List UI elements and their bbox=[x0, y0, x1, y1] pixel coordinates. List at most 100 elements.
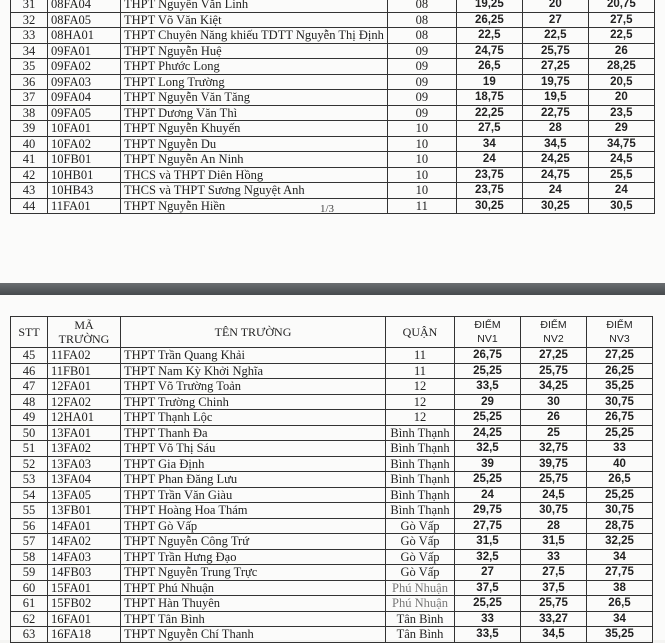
score-nv2-cell: 25,75 bbox=[520, 362, 587, 379]
score-nv2-cell: 39,75 bbox=[520, 455, 587, 472]
school-name-cell: THPT Chuyên Năng khiếu TDTT Nguyễn Thị Đ… bbox=[120, 27, 388, 44]
table-row: 46 11FB01 THPT Nam Kỳ Khởi Nghĩa 11 25,25 25,… bbox=[10, 362, 653, 379]
table-row: 42 10HB01 THCS và THPT Diên Hồng 10 23,75 24,… bbox=[10, 166, 655, 183]
district-cell: Bình Thạnh bbox=[385, 440, 455, 457]
table-row: 57 14FA02 THPT Nguyễn Công Trứ Gò Vấp 31,5 31… bbox=[10, 533, 653, 550]
stt-cell: 34 bbox=[10, 42, 48, 59]
school-code-cell: 14FA03 bbox=[47, 548, 121, 565]
stt-cell: 37 bbox=[10, 89, 48, 106]
district-cell: Gò Vấp bbox=[385, 564, 455, 581]
stt-cell: 50 bbox=[10, 424, 48, 441]
school-code-cell: 09FA02 bbox=[47, 58, 121, 75]
stt-cell: 35 bbox=[10, 58, 48, 75]
school-code-cell: 12HA01 bbox=[47, 409, 121, 426]
score-nv2-cell: 25,75 bbox=[520, 471, 587, 488]
score-nv3-cell: 26,5 bbox=[586, 595, 653, 612]
school-name-cell: THPT Nguyễn Công Trứ bbox=[120, 533, 386, 550]
school-code-cell: 13FA05 bbox=[47, 486, 121, 503]
score-nv2-cell: 24,5 bbox=[520, 486, 587, 503]
score-nv3-cell: 34 bbox=[586, 610, 653, 627]
stt-cell: 49 bbox=[10, 409, 48, 426]
score-nv2-cell: 22,5 bbox=[521, 27, 589, 44]
school-code-cell: 11FA02 bbox=[47, 347, 121, 364]
school-code-cell: 15FA01 bbox=[47, 579, 121, 596]
school-code-cell: 09FA04 bbox=[47, 89, 121, 106]
district-cell: 11 bbox=[386, 197, 457, 214]
score-nv1-cell: 24,25 bbox=[454, 424, 521, 441]
school-code-cell: 14FA01 bbox=[47, 517, 121, 534]
score-nv2-cell: 27,25 bbox=[521, 58, 589, 75]
score-nv1-cell: 37,5 bbox=[454, 579, 521, 596]
table-row: 32 08FA05 THPT Võ Văn Kiệt 08 26,25 27 27,5 bbox=[10, 11, 655, 28]
school-name-cell: THPT Võ Văn Kiệt bbox=[120, 11, 388, 28]
score-nv1-cell: 19 bbox=[455, 73, 523, 90]
stt-cell: 33 bbox=[10, 27, 48, 44]
table-header-row: STT MÃ TRƯỜNG TÊN TRƯỜNG QUẬN ĐIỂM NV1 ĐIỂ… bbox=[10, 316, 653, 348]
score-nv2-cell: 31,5 bbox=[520, 533, 587, 550]
score-nv2-cell: 22,75 bbox=[521, 104, 589, 121]
score-nv3-cell: 40 bbox=[586, 455, 653, 472]
school-code-cell: 11FB01 bbox=[47, 362, 121, 379]
score-nv3-cell: 25,25 bbox=[586, 424, 653, 441]
school-name-cell: THPT Dương Văn Thì bbox=[120, 104, 388, 121]
score-nv2-cell: 33 bbox=[520, 548, 587, 565]
school-code-cell: 11FA01 bbox=[47, 197, 121, 214]
school-name-cell: THPT Võ Trường Toản bbox=[120, 378, 386, 395]
score-nv2-cell: 19,75 bbox=[521, 73, 589, 90]
header-school-code: MÃ TRƯỜNG bbox=[47, 316, 121, 348]
score-nv3-cell: 24 bbox=[587, 182, 655, 199]
school-code-cell: 13FB01 bbox=[47, 502, 121, 519]
score-nv1-cell: 24 bbox=[455, 151, 523, 168]
table-row: 51 13FA02 THPT Võ Thị Sáu Bình Thạnh 32,5 32,… bbox=[10, 440, 653, 457]
school-name-cell: THPT Trần Văn Giàu bbox=[120, 486, 386, 503]
school-code-cell: 10FA02 bbox=[47, 135, 121, 152]
score-nv1-cell: 18,75 bbox=[455, 89, 523, 106]
score-nv3-cell: 35,25 bbox=[586, 378, 653, 395]
score-nv3-cell: 30,75 bbox=[586, 393, 653, 410]
district-cell: Bình Thạnh bbox=[385, 502, 455, 519]
stt-cell: 39 bbox=[10, 120, 48, 137]
stt-cell: 38 bbox=[10, 104, 48, 121]
school-name-cell: THPT Phan Đăng Lưu bbox=[120, 471, 386, 488]
table-row: 48 12FA02 THPT Trường Chinh 12 29 30 30,75 bbox=[10, 393, 653, 410]
score-nv3-cell: 28,25 bbox=[587, 58, 655, 75]
score-nv1-cell: 39 bbox=[454, 455, 521, 472]
score-nv2-cell: 26 bbox=[520, 409, 587, 426]
school-code-cell: 13FA03 bbox=[47, 455, 121, 472]
school-name-cell: THPT Nguyễn Trung Trực bbox=[120, 564, 386, 581]
stt-cell: 31 bbox=[10, 0, 48, 13]
school-code-cell: 13FA01 bbox=[47, 424, 121, 441]
table-row: 38 09FA05 THPT Dương Văn Thì 09 22,25 22,75 23… bbox=[10, 104, 655, 121]
stt-cell: 44 bbox=[10, 197, 48, 214]
school-code-cell: 09FA03 bbox=[47, 73, 121, 90]
table-row: 54 13FA05 THPT Trần Văn Giàu Bình Thạnh 24 24… bbox=[10, 486, 653, 503]
table-row: 53 13FA04 THPT Phan Đăng Lưu Bình Thạnh 25,2… bbox=[10, 471, 653, 488]
score-nv3-cell: 29 bbox=[587, 120, 655, 137]
score-nv2-cell: 37,5 bbox=[520, 579, 587, 596]
school-name-cell: THPT Hàn Thuyên bbox=[120, 595, 386, 612]
school-name-cell: THPT Thạnh Lộc bbox=[120, 409, 386, 426]
table-row: 60 15FA01 THPT Phú Nhuận Phú Nhuận 37,5 37,5 3… bbox=[10, 579, 653, 596]
score-nv3-cell: 26 bbox=[587, 42, 655, 59]
school-code-cell: 14FA02 bbox=[47, 533, 121, 550]
score-nv3-cell: 27,25 bbox=[586, 347, 653, 364]
score-nv3-cell: 28,75 bbox=[586, 517, 653, 534]
school-name-cell: THPT Phước Long bbox=[120, 58, 388, 75]
district-cell: 08 bbox=[386, 0, 457, 13]
stt-cell: 42 bbox=[10, 166, 48, 183]
score-nv1-cell: 26,5 bbox=[455, 58, 523, 75]
table-row: 62 16FA01 THPT Tân Bình Tân Bình 33 33,27 34 bbox=[10, 610, 653, 627]
table-row: 49 12HA01 THPT Thạnh Lộc 12 25,25 26 26,75 bbox=[10, 409, 653, 426]
district-cell: 09 bbox=[386, 42, 457, 59]
district-cell: 10 bbox=[386, 135, 457, 152]
score-nv3-cell: 24,5 bbox=[587, 151, 655, 168]
score-nv1-cell: 19,25 bbox=[455, 0, 523, 13]
score-nv2-cell: 24,75 bbox=[521, 166, 589, 183]
score-nv1-cell: 22,5 bbox=[455, 27, 523, 44]
score-nv2-cell: 19,5 bbox=[521, 89, 589, 106]
score-nv1-cell: 29 bbox=[454, 393, 521, 410]
table-row: 50 13FA01 THPT Thanh Đa Bình Thạnh 24,25 25 25… bbox=[10, 424, 653, 441]
score-nv1-cell: 27,5 bbox=[455, 120, 523, 137]
score-nv3-cell: 38 bbox=[586, 579, 653, 596]
score-nv2-cell: 27,25 bbox=[520, 347, 587, 364]
